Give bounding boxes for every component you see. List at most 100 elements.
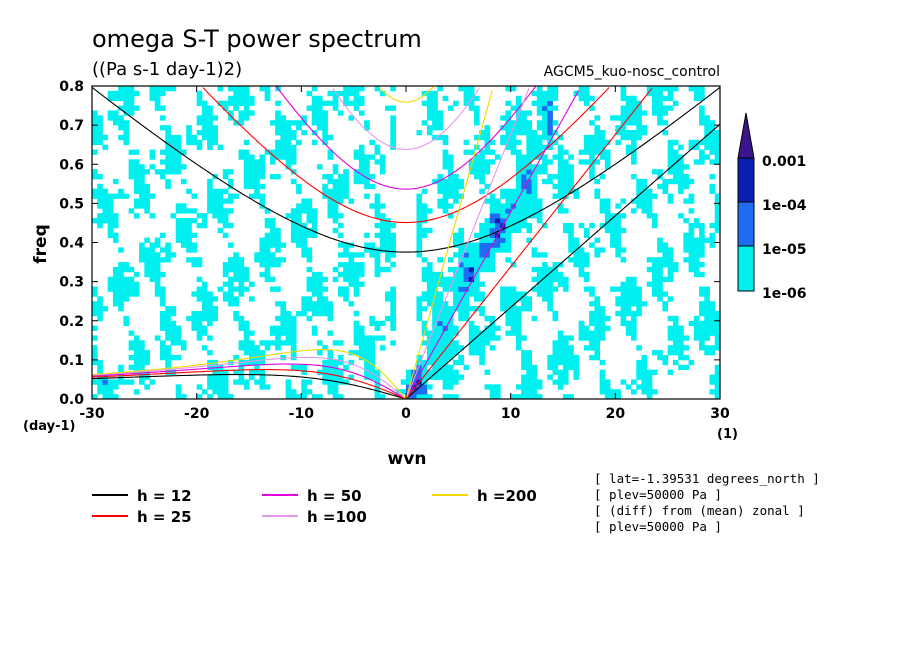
heatmap-cell — [594, 306, 601, 312]
heatmap-cell — [620, 257, 627, 263]
heatmap-cell — [709, 345, 716, 351]
heatmap-cell — [542, 125, 548, 131]
heatmap-cell — [531, 286, 538, 292]
heatmap-cell — [667, 178, 674, 185]
heatmap-cell — [709, 325, 716, 331]
heatmap-cell — [118, 286, 124, 292]
heatmap-cell — [667, 335, 674, 341]
heatmap-cell — [217, 188, 224, 194]
heatmap-cell — [437, 125, 444, 131]
heatmap-cell — [128, 174, 135, 180]
heatmap-cell — [484, 130, 491, 136]
heatmap-cell — [468, 276, 475, 283]
heatmap-cell — [196, 115, 203, 121]
heatmap-cell — [521, 183, 527, 190]
heatmap-cell — [646, 384, 653, 390]
heatmap-cell — [646, 374, 653, 380]
heatmap-cell — [337, 174, 344, 180]
heatmap-cell — [468, 86, 475, 92]
heatmap-cell — [217, 213, 224, 219]
heatmap-cell — [479, 266, 485, 273]
heatmap-cell — [212, 374, 218, 380]
heatmap-cell — [641, 384, 648, 390]
heatmap-cell — [128, 330, 135, 336]
heatmap-cell — [160, 301, 166, 307]
heatmap-cell — [207, 130, 213, 136]
heatmap-cell — [97, 183, 103, 190]
heatmap-cell — [489, 315, 496, 322]
chart-title: omega S-T power spectrum — [92, 25, 422, 53]
heatmap-cell — [343, 193, 349, 199]
heatmap-cell — [432, 276, 438, 283]
heatmap-cell — [641, 183, 648, 190]
heatmap-cell — [374, 262, 381, 268]
heatmap-cell — [547, 364, 553, 371]
heatmap-cell — [651, 271, 658, 278]
heatmap-cell — [683, 354, 689, 361]
heatmap-cell — [364, 369, 370, 375]
heatmap-cell — [589, 335, 595, 341]
heatmap-cell — [107, 227, 114, 234]
heatmap-cell — [557, 134, 564, 141]
heatmap-cell — [337, 183, 344, 190]
heatmap-cell — [573, 354, 580, 361]
heatmap-cell — [317, 281, 323, 287]
heatmap-cell — [594, 149, 601, 155]
heatmap-cell — [133, 335, 140, 341]
heatmap-cell — [259, 183, 266, 190]
heatmap-cell — [322, 374, 328, 380]
heatmap-cell — [416, 359, 423, 366]
heatmap-cell — [296, 237, 302, 243]
heatmap-cell — [170, 369, 177, 375]
heatmap-cell — [583, 252, 590, 258]
heatmap-cell — [437, 350, 444, 356]
heatmap-cell — [521, 125, 527, 131]
heatmap-cell — [374, 208, 381, 214]
heatmap-cell — [615, 130, 621, 136]
heatmap-cell — [222, 291, 229, 297]
heatmap-cell — [594, 340, 601, 346]
heatmap-cell — [97, 193, 103, 199]
heatmap-cell — [510, 301, 517, 307]
heatmap-cell — [589, 164, 595, 170]
heatmap-cell — [118, 291, 124, 297]
heatmap-cell — [568, 237, 574, 243]
heatmap-cell — [557, 149, 564, 155]
heatmap-cell — [526, 154, 532, 160]
heatmap-cell — [311, 213, 318, 219]
heatmap-cell — [442, 281, 449, 287]
heatmap-cell — [515, 291, 522, 297]
heatmap-cell — [463, 276, 470, 283]
heatmap-cell — [364, 125, 370, 131]
heatmap-cell — [526, 379, 532, 385]
heatmap-cell — [510, 306, 517, 312]
heatmap-cell — [374, 86, 381, 92]
heatmap-cell — [447, 159, 454, 165]
heatmap-cell — [228, 286, 234, 292]
heatmap-cell — [437, 174, 444, 180]
heatmap-cell — [604, 159, 611, 165]
kelvin-curve-h50 — [405, 90, 580, 400]
heatmap-cell — [343, 178, 349, 185]
heatmap-cell — [463, 286, 470, 292]
heatmap-cell — [437, 301, 444, 307]
heatmap-cell — [139, 178, 145, 185]
heatmap-cell — [421, 384, 428, 390]
heatmap-cell — [212, 208, 218, 214]
heatmap-cell — [557, 271, 564, 278]
heatmap-cell — [489, 335, 496, 341]
heatmap-cell — [531, 252, 538, 258]
heatmap-cell — [102, 198, 109, 204]
heatmap-cell — [589, 320, 595, 327]
heatmap-cell — [714, 379, 721, 385]
heatmap-cell — [217, 369, 224, 375]
heatmap-cell — [631, 379, 637, 385]
heatmap-cell — [651, 100, 658, 106]
heatmap-cell — [123, 90, 130, 97]
heatmap-cell — [667, 105, 674, 111]
heatmap-cell — [207, 306, 213, 312]
heatmap-cell — [479, 154, 485, 160]
heatmap-cell — [165, 335, 171, 341]
heatmap-cell — [688, 193, 695, 199]
heatmap-cell — [447, 330, 454, 336]
